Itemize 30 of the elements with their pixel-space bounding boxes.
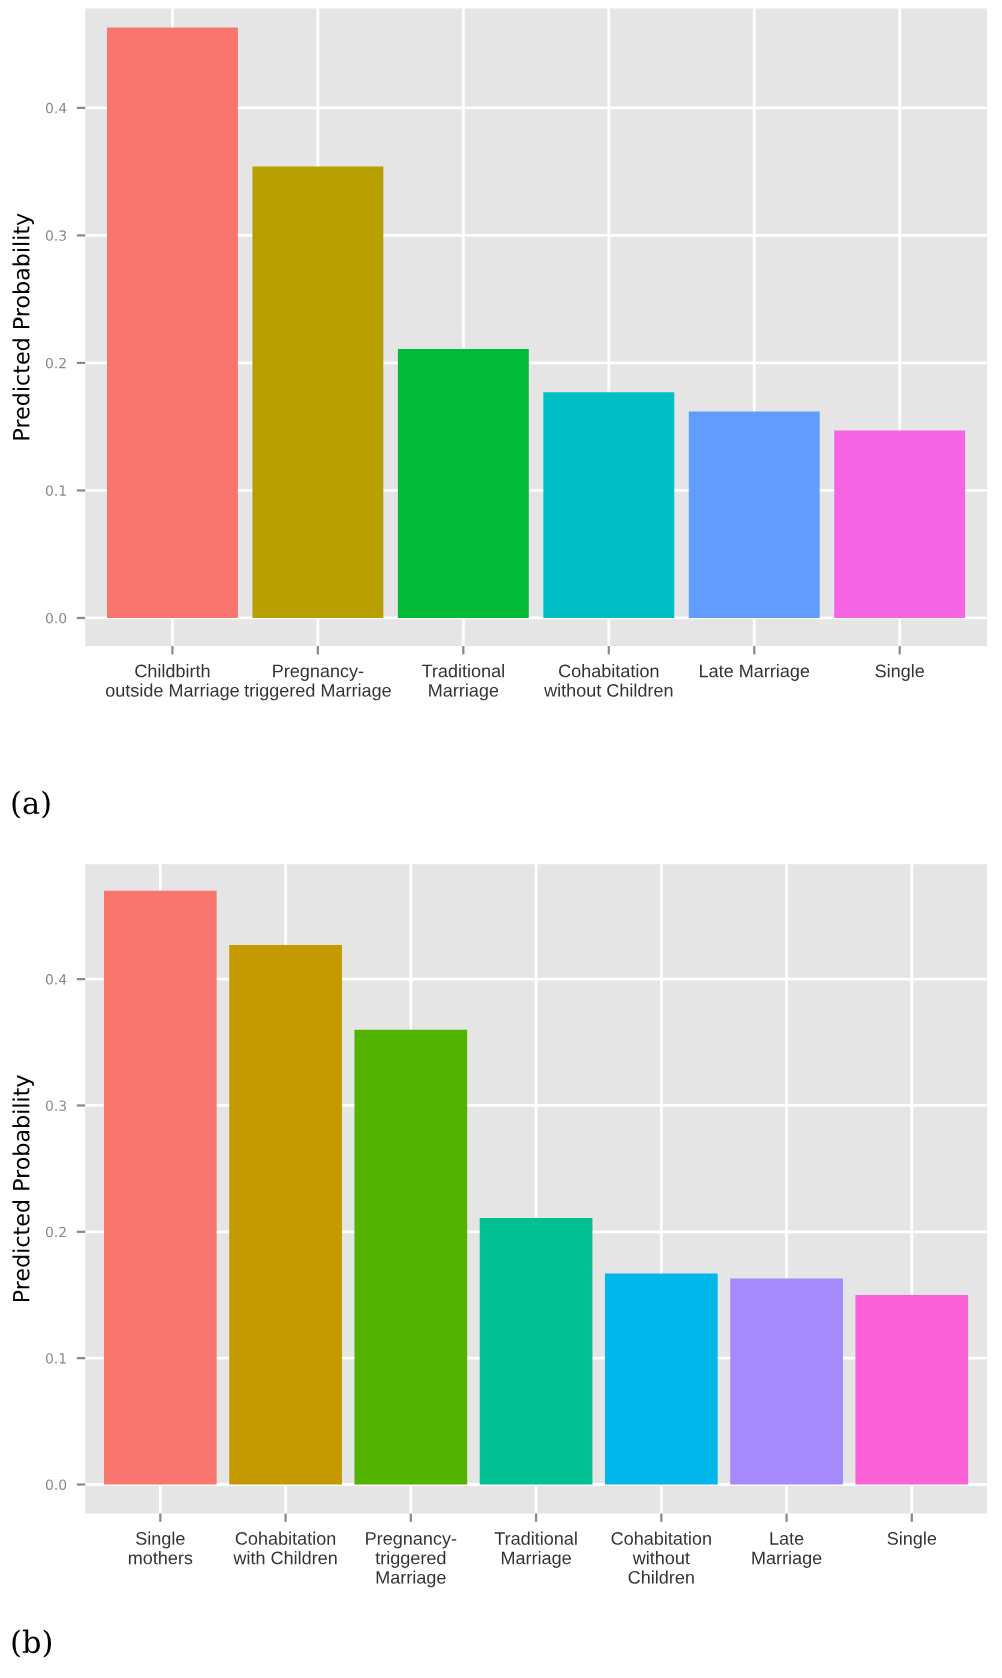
- bar: [604, 1273, 718, 1485]
- bar: [106, 27, 238, 618]
- x-tick-label: Traditional Marriage: [421, 664, 504, 701]
- bar: [730, 1278, 843, 1485]
- bar: [855, 1294, 969, 1485]
- x-tick-label: Cohabitation without Children: [544, 664, 673, 697]
- x-tick-label: Single mothers: [128, 1531, 193, 1565]
- text: (a): [12, 790, 50, 819]
- bar: [834, 430, 966, 618]
- x-tick-label: Traditional Marriage: [494, 1531, 577, 1568]
- bar: [103, 890, 217, 1485]
- bar: [397, 348, 529, 618]
- x-tick-label: Single: [875, 664, 924, 681]
- bar: [354, 1029, 468, 1485]
- bar: [229, 945, 342, 1485]
- bar: [479, 1217, 593, 1485]
- y-axis-title: Predicted Probability: [12, 1075, 34, 1302]
- x-tick-label: Late Marriage: [700, 664, 810, 681]
- x-tick-label: Single: [887, 1531, 937, 1549]
- x-tick-label: Pregnancy- triggered Marriage: [244, 664, 391, 701]
- x-tick-label: Late Marriage: [752, 1532, 822, 1568]
- x-tick-label: Pregnancy- triggered Marriage: [366, 1532, 457, 1588]
- x-tick-label: Cohabitation with Children: [233, 1531, 337, 1565]
- x-tick-label: Cohabitation without Children: [611, 1531, 711, 1584]
- bar: [252, 166, 384, 618]
- bar: [543, 392, 675, 618]
- text: (b): [12, 1629, 52, 1658]
- x-tick-label: Childbirth outside Marriage: [105, 664, 239, 701]
- y-axis-title: Predicted Probability: [12, 213, 34, 440]
- bar: [688, 411, 820, 618]
